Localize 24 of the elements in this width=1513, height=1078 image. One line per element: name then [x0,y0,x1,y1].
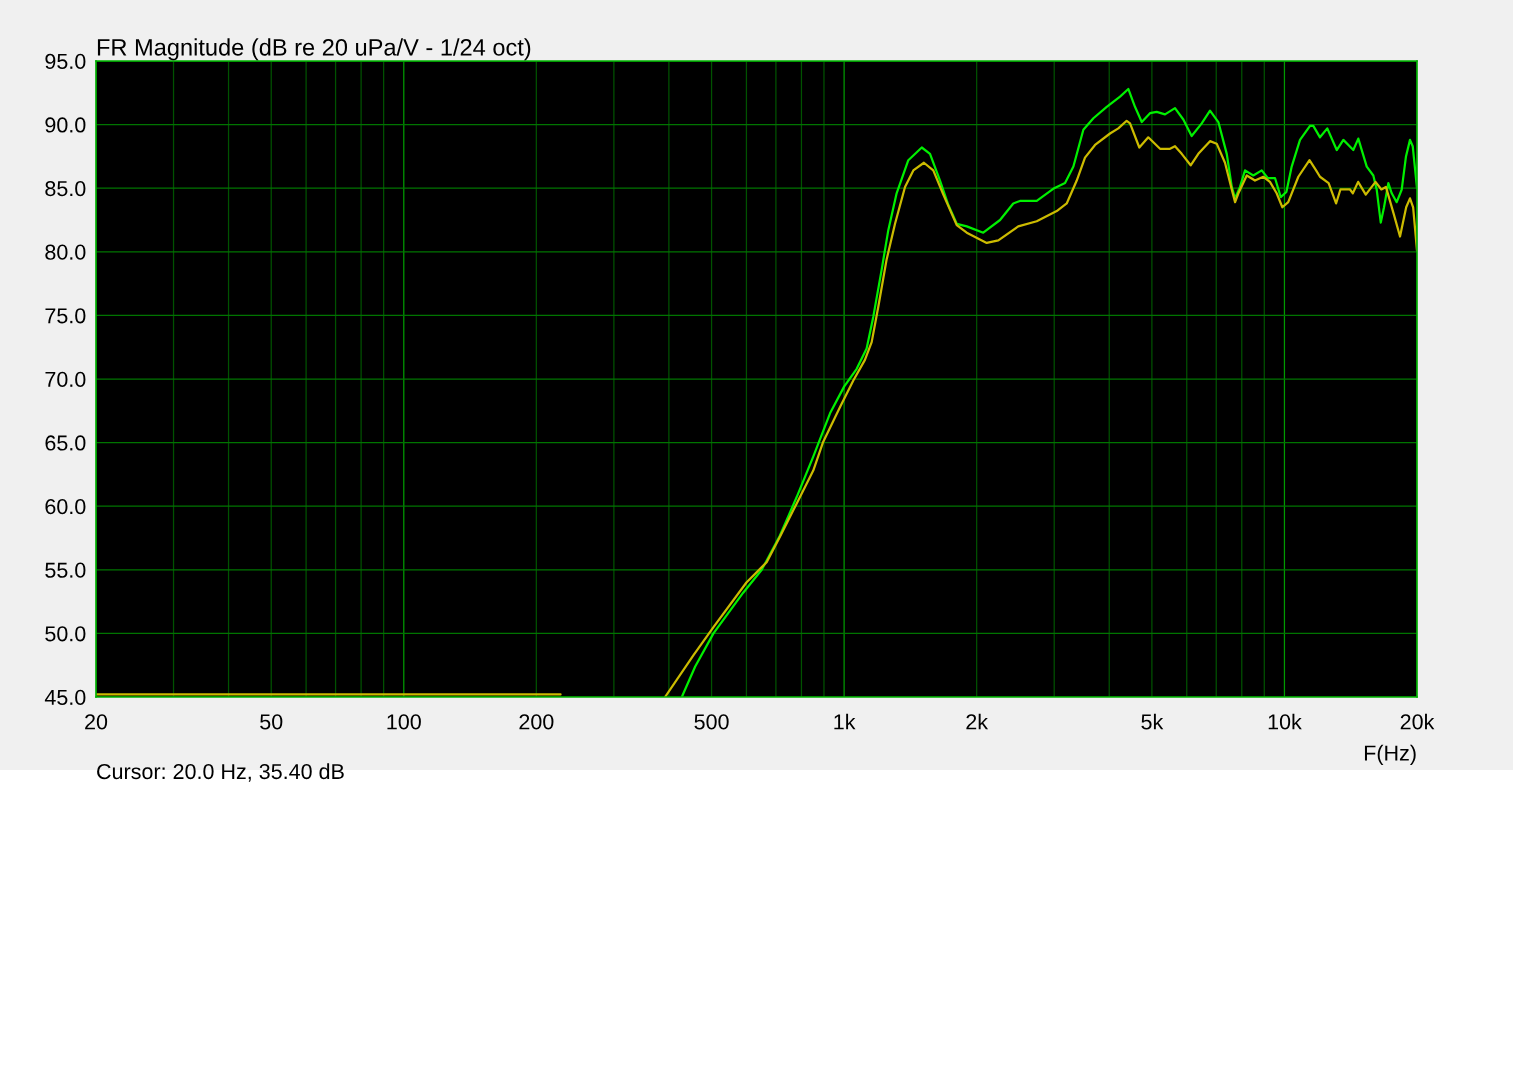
x-tick-label: 10k [1268,713,1302,730]
x-tick-label: 1k [834,713,856,730]
y-tick-label: 65.0 [45,435,86,451]
x-tick-label: 2k [966,713,989,730]
y-tick-label: 90.0 [45,117,86,133]
x-tick-label: 200 [519,714,554,730]
x-tick-label: 500 [694,714,729,730]
y-tick-label: 75.0 [45,308,86,324]
x-axis-title: F(Hz) [1364,744,1416,765]
y-tick-label: 95.0 [45,53,86,70]
y-tick-label: 60.0 [45,498,86,515]
x-tick-label: 20 [85,714,108,730]
x-tick-label: 50 [260,714,283,730]
x-tick-label: 20k [1400,713,1435,730]
x-tick-label: 5k [1141,713,1164,730]
y-tick-label: 85.0 [45,180,86,197]
y-tick-label: 70.0 [45,371,86,388]
y-tick-label: 55.0 [45,562,86,578]
x-tick-label: 100 [387,714,421,730]
chart-title: FR Magnitude (dB re 20 uPa/V - 1/24 oct) [97,38,531,61]
y-tick-label: 45.0 [44,689,86,706]
text: Cursor: 20.0 Hz, 35.40 dB [97,763,344,782]
y-tick-label: 80.0 [45,244,86,260]
y-tick-label: 50.0 [45,626,86,642]
